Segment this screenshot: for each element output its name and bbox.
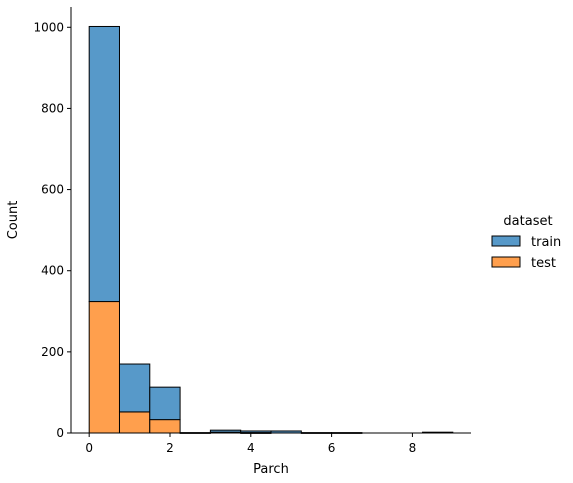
- x-tick-label: 6: [328, 441, 336, 455]
- legend-title: dataset: [503, 214, 552, 229]
- x-tick-label: 4: [247, 441, 255, 455]
- legend-label-test: test: [531, 256, 556, 271]
- bar-train-bin-1: [118, 363, 151, 413]
- x-tick-label: 0: [85, 441, 93, 455]
- y-tick-label: 600: [41, 183, 64, 197]
- bar-train-bin-5: [240, 430, 272, 434]
- y-tick-label: 200: [41, 345, 64, 359]
- x-ticks-group: 0 2 4 6 8: [85, 433, 416, 455]
- y-tick-label: 400: [41, 264, 64, 278]
- legend: dataset train test: [491, 214, 561, 271]
- x-tick-label: 2: [166, 441, 174, 455]
- bar-train-bin-2: [149, 386, 181, 421]
- bars-group: [88, 25, 454, 434]
- bar-test-bin-1: [118, 411, 151, 434]
- axes-group: [70, 7, 471, 434]
- legend-label-train: train: [531, 235, 561, 250]
- y-tick-label: 1000: [33, 20, 64, 34]
- bar-test-bin-0: [88, 301, 120, 434]
- x-axis-label: Parch: [253, 462, 289, 477]
- bar-test-bin-2: [149, 419, 181, 434]
- y-axis-label: Count: [6, 201, 21, 240]
- x-tick-label: 8: [409, 441, 417, 455]
- legend-swatch-train: [491, 235, 521, 247]
- y-tick-label: 0: [56, 426, 64, 440]
- y-ticks-group: 0 200 400 600 800 1000: [33, 20, 71, 440]
- bar-train-bin-4: [209, 429, 242, 433]
- bar-train-bin-0: [88, 25, 120, 303]
- legend-swatch-test: [491, 256, 521, 268]
- y-tick-label: 800: [41, 101, 64, 115]
